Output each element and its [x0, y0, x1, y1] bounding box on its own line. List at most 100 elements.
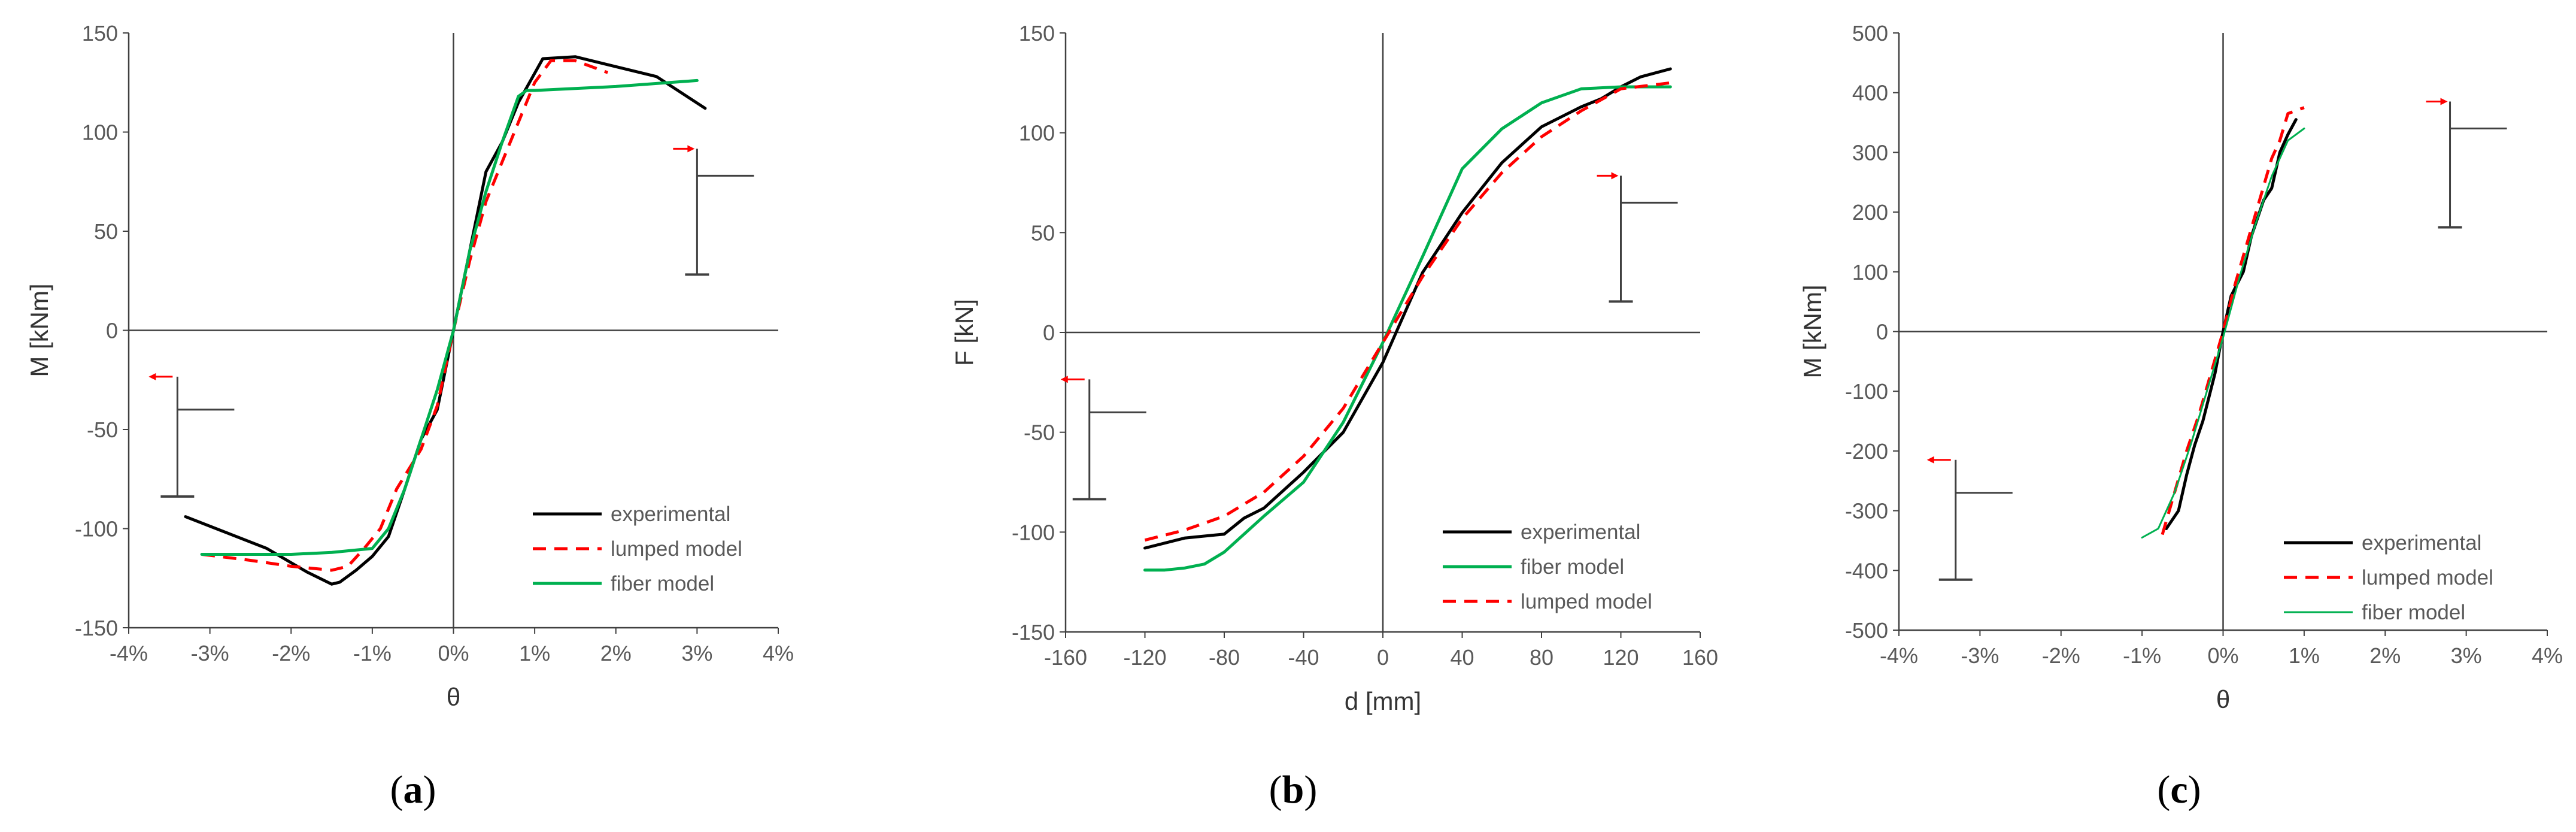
x-tick-label: -160: [1044, 645, 1087, 670]
x-tick-label: -2%: [2042, 643, 2080, 668]
support-inset-left: [1926, 444, 2031, 595]
series-line-fiber: [1143, 85, 1672, 572]
caption-letter: a: [403, 768, 423, 812]
series-line-fiber: [2141, 128, 2305, 538]
y-tick-label: -50: [87, 417, 118, 442]
caption-open: (: [2157, 768, 2170, 812]
x-tick-label: 0%: [2207, 643, 2238, 668]
legend-label-experimental: experimental: [2362, 531, 2481, 555]
legend-label-lumped: lumped model: [1521, 590, 1652, 613]
panel-caption: (b): [1269, 768, 1318, 812]
legend: experimental fiber model lumped model: [1443, 521, 1652, 613]
y-tick-label: 50: [94, 219, 118, 244]
y-tick-label: -300: [1845, 499, 1888, 524]
y-tick-label: 100: [1852, 260, 1888, 285]
x-tick-label: -4%: [1880, 643, 1918, 668]
y-axis-title: M [kNm]: [1798, 285, 1826, 378]
y-tick-label: -400: [1845, 558, 1888, 583]
support-inset-right: [673, 140, 778, 284]
inset-background: [159, 361, 253, 512]
x-tick-label: -2%: [272, 641, 310, 665]
series-line-experimental: [1143, 67, 1672, 550]
y-tick-label: -100: [1012, 520, 1055, 544]
caption-open: (: [390, 768, 403, 812]
y-tick-label: 50: [1031, 220, 1055, 245]
y-tick-label: 0: [106, 319, 118, 343]
y-tick-label: -500: [1845, 618, 1888, 643]
x-tick-label: -3%: [191, 641, 229, 665]
x-tick-label: 4%: [2532, 643, 2563, 668]
legend-label-lumped: lumped model: [611, 537, 742, 561]
series-line-experimental: [2165, 118, 2298, 530]
y-tick-label: 300: [1852, 140, 1888, 165]
x-tick-label: 0%: [438, 641, 469, 665]
x-axis-title: θ: [447, 683, 460, 711]
load-arrow-head: [2440, 98, 2448, 105]
caption-open: (: [1269, 768, 1282, 812]
y-tick-label: -200: [1845, 439, 1888, 464]
load-arrow-head: [1611, 172, 1619, 180]
y-tick-label: -100: [75, 517, 118, 541]
caption-close: ): [2188, 768, 2201, 812]
y-tick-label: 400: [1852, 81, 1888, 105]
y-tick-label: 100: [82, 120, 118, 145]
y-tick-label: -100: [1845, 379, 1888, 404]
y-tick-label: 150: [82, 21, 118, 46]
legend-label-lumped: lumped model: [2362, 566, 2493, 589]
inset-background: [1597, 167, 1702, 311]
load-arrow-head: [1060, 376, 1068, 383]
caption-close: ): [1304, 768, 1317, 812]
caption-close: ): [423, 768, 436, 812]
series-line-lumped: [2161, 106, 2305, 535]
legend-label-fiber: fiber model: [2362, 601, 2465, 624]
x-tick-label: 4%: [763, 641, 794, 665]
load-arrow-head: [1926, 456, 1934, 464]
y-tick-label: -150: [75, 616, 118, 640]
support-inset-right: [2426, 92, 2531, 237]
x-tick-label: 0: [1377, 645, 1389, 670]
chart-c: -4% -3% -2% -1% 0% 1% 2% 3% 4% -500 -400 -300 -200 -1…: [1798, 21, 2563, 812]
x-tick-label: 3%: [681, 641, 712, 665]
x-tick-label: 120: [1603, 645, 1639, 670]
support-inset-right: [1597, 167, 1702, 311]
x-tick-label: -80: [1209, 645, 1240, 670]
x-tick-label: -1%: [353, 641, 392, 665]
chart-b: -160 -120 -80 -40 0 40 80 120 160 -150 -100 -50 0 50 1…: [950, 21, 1718, 812]
y-tick-label: -50: [1024, 420, 1055, 445]
x-tick-label: -120: [1123, 645, 1166, 670]
series-line-fiber: [200, 78, 699, 556]
y-axis-title: M [kNm]: [25, 283, 53, 377]
x-tick-label: -40: [1288, 645, 1319, 670]
legend-label-fiber: fiber model: [1521, 555, 1624, 579]
y-tick-label: 200: [1852, 200, 1888, 225]
support-inset-left: [1060, 364, 1164, 515]
inset-background: [1071, 364, 1164, 515]
caption-letter: b: [1282, 768, 1304, 812]
x-tick-label: 40: [1450, 645, 1474, 670]
legend-label-fiber: fiber model: [611, 572, 714, 595]
x-tick-label: 2%: [600, 641, 632, 665]
x-tick-label: 1%: [2289, 643, 2320, 668]
legend: experimental lumped model fiber model: [533, 503, 742, 595]
panel-caption: (a): [390, 768, 436, 812]
caption-letter: c: [2170, 768, 2187, 812]
x-tick-label: 2%: [2369, 643, 2401, 668]
legend-label-experimental: experimental: [611, 503, 730, 526]
x-tick-label: -4%: [110, 641, 148, 665]
y-axis-title: F [kN]: [950, 299, 978, 366]
y-tick-label: 0: [1876, 320, 1888, 344]
inset-background: [2426, 92, 2531, 237]
x-tick-label: 80: [1530, 645, 1554, 670]
load-arrow-head: [687, 145, 695, 153]
x-tick-label: -1%: [2123, 643, 2161, 668]
x-axis-title: θ: [2216, 685, 2230, 713]
series-line-lumped: [1144, 81, 1671, 542]
y-tick-label: -150: [1012, 620, 1055, 645]
legend-label-experimental: experimental: [1521, 521, 1640, 544]
chart-a: -4% -3% -2% -1% 0% 1% 2% 3% 4% -150 -100 -50 0 50 100 1…: [25, 21, 794, 812]
series-line-lumped: [201, 59, 609, 572]
load-arrow-head: [148, 373, 156, 380]
y-tick-label: 150: [1019, 21, 1055, 46]
